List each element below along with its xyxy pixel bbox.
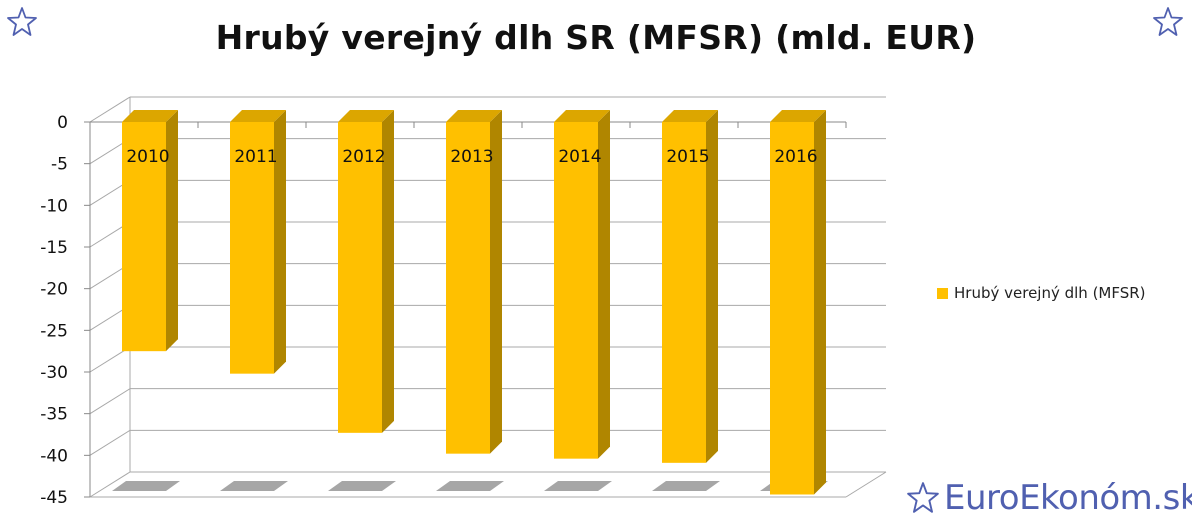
bar-shadow xyxy=(652,481,720,491)
category-label: 2012 xyxy=(342,147,385,167)
gridline xyxy=(89,429,886,456)
y-tick-label: -45 xyxy=(40,488,68,508)
category-label: 2013 xyxy=(450,147,493,167)
y-tick-label: -20 xyxy=(40,280,68,300)
gridline xyxy=(89,388,886,415)
star-outline-icon xyxy=(1153,7,1183,36)
y-tick-label: -35 xyxy=(40,405,68,425)
legend-swatch xyxy=(937,287,948,299)
category-label: 2014 xyxy=(558,147,601,167)
y-tick-label: -5 xyxy=(51,155,68,175)
bar-shadow xyxy=(436,481,504,491)
bar xyxy=(230,110,286,374)
y-tick-label: -30 xyxy=(40,363,68,383)
bar xyxy=(122,110,178,352)
bar-shadow xyxy=(112,481,180,491)
y-tick-label: -40 xyxy=(40,446,68,466)
watermark: EuroEkonóm.sk xyxy=(906,478,1192,518)
watermark-text: EuroEkonóm.sk xyxy=(944,478,1192,518)
bar-shadow xyxy=(544,481,612,491)
y-tick-labels: 0 -5 -10 -15 -20 -25 -30 -35 -40 -45 xyxy=(40,113,68,508)
legend-label: Hrubý verejný dlh (MFSR) xyxy=(954,284,1146,302)
y-tick-label: 0 xyxy=(57,113,68,133)
bar xyxy=(662,110,718,463)
chart-title: Hrubý verejný dlh SR (MFSR) (mld. EUR) xyxy=(215,18,977,57)
gridline xyxy=(89,96,886,123)
category-label: 2016 xyxy=(774,147,817,167)
bar-shadow xyxy=(328,481,396,491)
category-label: 2015 xyxy=(666,147,709,167)
bar xyxy=(338,110,394,433)
y-tick-label: -10 xyxy=(40,196,68,216)
category-label: 2011 xyxy=(234,147,277,167)
category-labels: 2010 2011 2012 2013 2014 2015 2016 xyxy=(126,147,817,167)
floor-shadows xyxy=(112,481,828,491)
bar xyxy=(554,110,610,459)
category-label: 2010 xyxy=(126,147,169,167)
bar-shadow xyxy=(220,481,288,491)
gridline xyxy=(89,471,886,498)
y-tick-label: -25 xyxy=(40,321,68,341)
y-tick-label: -15 xyxy=(40,238,68,258)
bar xyxy=(770,110,826,495)
bar xyxy=(446,110,502,454)
star-outline-icon xyxy=(907,482,939,513)
legend: Hrubý verejný dlh (MFSR) xyxy=(937,284,1146,302)
bars xyxy=(122,110,826,495)
star-outline-icon xyxy=(7,7,37,36)
